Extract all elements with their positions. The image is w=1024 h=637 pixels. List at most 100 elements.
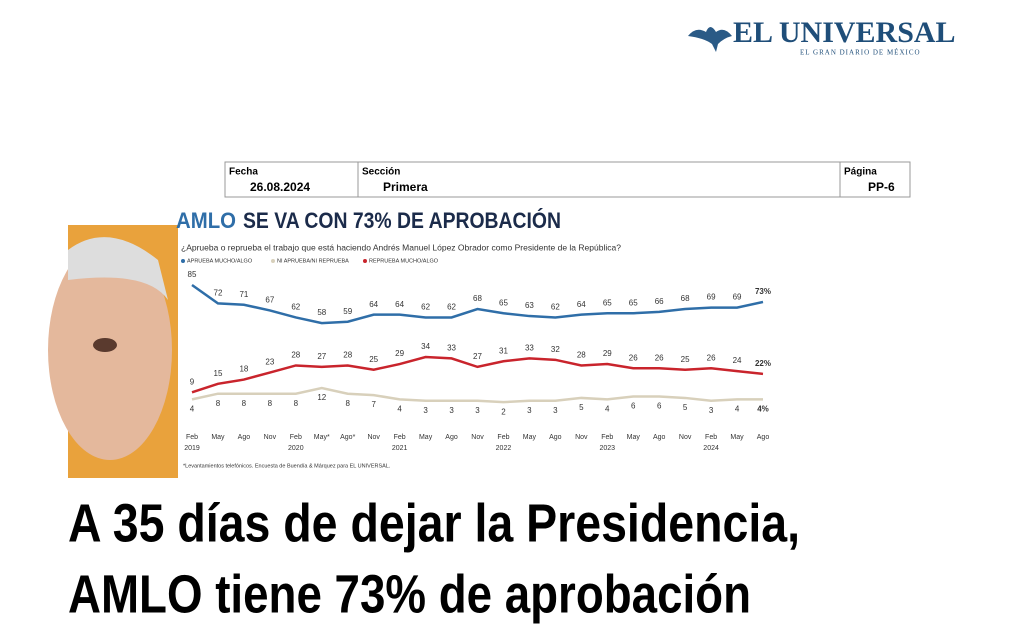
data-label: 64 bbox=[577, 300, 586, 309]
data-label: 32 bbox=[551, 345, 560, 354]
hair bbox=[68, 237, 168, 300]
x-tick-label: Feb 2024 bbox=[703, 434, 719, 452]
data-label: 3 bbox=[475, 406, 480, 415]
photo bbox=[48, 225, 178, 478]
legend-label: NI APRUEBA/NI REPRUEBA bbox=[277, 258, 349, 264]
data-label: 5 bbox=[683, 403, 688, 412]
legend-label: REPRUEBA MUCHO/ALGO bbox=[369, 258, 439, 264]
legend-dot bbox=[181, 259, 185, 263]
data-label: 65 bbox=[603, 298, 612, 307]
data-label: 69 bbox=[733, 293, 742, 302]
series-line bbox=[191, 283, 764, 325]
data-label: 28 bbox=[577, 351, 586, 360]
x-tick-label: May bbox=[730, 434, 744, 441]
chart-question: ¿Aprueba o reprueba el trabajo que está … bbox=[181, 242, 621, 252]
data-label: 5 bbox=[579, 403, 584, 412]
data-label: 65 bbox=[629, 298, 638, 307]
data-label: 62 bbox=[421, 303, 430, 312]
section-label: Sección bbox=[362, 167, 400, 178]
x-tick-label: Feb 2020 bbox=[288, 434, 304, 452]
data-label: 22% bbox=[755, 359, 771, 368]
x-tick-label: Nov bbox=[575, 434, 588, 441]
logo-eagle bbox=[688, 27, 732, 52]
data-label: 26 bbox=[655, 353, 664, 362]
x-tick-label: Nov bbox=[367, 434, 380, 441]
data-label: 34 bbox=[421, 342, 430, 351]
data-label: 27 bbox=[317, 352, 326, 361]
data-label: 23 bbox=[265, 358, 274, 367]
page-number: PP-6 bbox=[868, 180, 895, 194]
x-tick-label: Feb 2019 bbox=[184, 434, 200, 452]
x-tick-label: May bbox=[211, 434, 225, 441]
data-label: 63 bbox=[525, 301, 534, 310]
x-tick-label: May bbox=[627, 434, 641, 441]
data-label: 64 bbox=[395, 300, 404, 309]
data-label: 4 bbox=[397, 404, 402, 413]
headline-line: AMLO tiene 73% de aprobación bbox=[68, 564, 751, 624]
data-label: 9 bbox=[190, 377, 195, 386]
x-tick-label: Ago bbox=[238, 434, 251, 441]
x-tick-label: May bbox=[419, 434, 433, 441]
data-label: 72 bbox=[214, 288, 223, 297]
data-label: 8 bbox=[268, 399, 273, 408]
logo-title: EL UNIVERSAL bbox=[733, 16, 956, 49]
data-label: 18 bbox=[239, 365, 248, 374]
section: Primera bbox=[383, 180, 428, 194]
data-label: 6 bbox=[631, 402, 636, 411]
data-label: 4 bbox=[735, 404, 740, 413]
data-label: 66 bbox=[655, 297, 664, 306]
data-label: 62 bbox=[551, 303, 560, 312]
data-label: 67 bbox=[265, 296, 274, 305]
data-label: 25 bbox=[369, 355, 378, 364]
data-label: 28 bbox=[343, 351, 352, 360]
logo-subtitle: EL GRAN DIARIO DE MÉXICO bbox=[800, 49, 921, 57]
data-label: 68 bbox=[681, 294, 690, 303]
data-label: 62 bbox=[447, 303, 456, 312]
x-tick-label: Nov bbox=[471, 434, 484, 441]
data-label: 25 bbox=[681, 355, 690, 364]
data-label: 8 bbox=[294, 399, 299, 408]
logo: EL UNIVERSAL EL GRAN DIARIO DE MÉXICO bbox=[688, 16, 956, 57]
data-label: 71 bbox=[239, 290, 248, 299]
eye bbox=[93, 338, 117, 352]
data-label: 27 bbox=[473, 352, 482, 361]
data-label: 69 bbox=[707, 293, 716, 302]
data-label: 68 bbox=[473, 294, 482, 303]
data-label: 3 bbox=[423, 406, 428, 415]
data-label: 59 bbox=[343, 307, 352, 316]
date-label: Fecha bbox=[229, 167, 258, 178]
data-label: 8 bbox=[346, 399, 351, 408]
data-label: 6 bbox=[657, 402, 662, 411]
data-label: 64 bbox=[369, 300, 378, 309]
data-label: 4 bbox=[190, 404, 195, 413]
data-label: 28 bbox=[291, 351, 300, 360]
data-label: 2 bbox=[501, 407, 506, 416]
x-tick-label: Ago bbox=[549, 434, 562, 441]
x-tick-label: May* bbox=[314, 434, 330, 441]
headline-line: A 35 días de dejar la Presidencia, bbox=[68, 493, 800, 553]
series-line bbox=[191, 386, 763, 404]
data-label: 29 bbox=[603, 349, 612, 358]
x-tick-label: Feb 2022 bbox=[496, 434, 512, 452]
data-label: 7 bbox=[371, 400, 376, 409]
x-tick-label: Feb 2021 bbox=[392, 434, 408, 452]
legend-dot bbox=[271, 259, 275, 263]
data-label: 24 bbox=[733, 356, 742, 365]
chart-title-highlight: AMLO bbox=[176, 208, 236, 233]
data-label: 4 bbox=[605, 404, 610, 413]
chart-footnote: *Levantamientos telefónicos. Encuesta de… bbox=[183, 463, 391, 469]
data-label: 33 bbox=[447, 344, 456, 353]
data-label: 58 bbox=[317, 308, 326, 317]
series-line bbox=[191, 355, 764, 394]
data-label: 26 bbox=[629, 353, 638, 362]
data-label: 3 bbox=[553, 406, 558, 415]
x-tick-label: Ago bbox=[653, 434, 666, 441]
info-box: Fecha 26.08.2024 Sección Primera Página … bbox=[224, 161, 911, 198]
data-label: 8 bbox=[242, 399, 247, 408]
data-label: 62 bbox=[291, 303, 300, 312]
data-label: 3 bbox=[709, 406, 714, 415]
data-label: 3 bbox=[449, 406, 454, 415]
x-tick-label: May bbox=[523, 434, 537, 441]
data-label: 65 bbox=[499, 298, 508, 307]
data-label: 73% bbox=[755, 287, 771, 296]
